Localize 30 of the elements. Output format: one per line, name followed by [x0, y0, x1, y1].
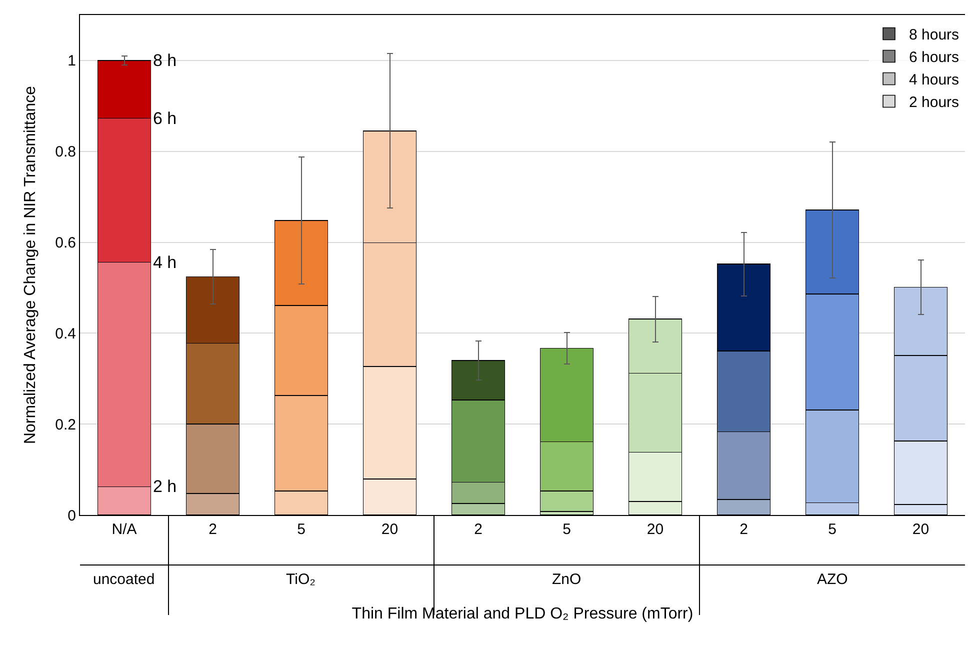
x-tick-label: 5: [828, 521, 836, 538]
x-tick-label: 2: [740, 521, 748, 538]
x-tick-label: 2: [208, 521, 217, 538]
x-tick-label: 5: [297, 521, 306, 538]
annotation: 4 h: [153, 253, 177, 272]
text: 8 hours: [909, 26, 960, 44]
y-tick-label: 0.6: [55, 234, 76, 252]
text: 2 hours: [909, 94, 960, 112]
text: uncoated: [93, 571, 155, 588]
x-tick-label: 20: [381, 521, 398, 538]
x-tick-label: 20: [912, 521, 930, 538]
text: 6 hours: [909, 49, 960, 66]
y-tick-label: 0.2: [55, 416, 76, 434]
y-tick-label: 0: [68, 507, 76, 524]
x-tick-label: N/A: [112, 521, 137, 538]
text: AZO: [817, 571, 848, 588]
annotation: 6 h: [153, 109, 177, 128]
text: ZnO: [552, 571, 582, 588]
x-axis-title: Thin Film Material and PLD O₂ Pressure (mTorr): [352, 606, 694, 623]
annotation: 8 h: [153, 51, 177, 70]
x-tick-label: 5: [562, 521, 571, 538]
x-tick-label: 2: [474, 521, 482, 538]
annotation: 2 h: [153, 477, 177, 496]
y-tick-label: 1: [68, 52, 76, 70]
y-tick-label: 0.8: [55, 144, 76, 161]
text: TiO₂: [286, 571, 316, 588]
text: 4 hours: [909, 72, 960, 89]
y-tick-label: 0.4: [55, 325, 76, 342]
y-axis-title: Normalized Average Change in NIR Transmittance: [22, 86, 40, 444]
x-tick-label: 20: [646, 521, 664, 538]
